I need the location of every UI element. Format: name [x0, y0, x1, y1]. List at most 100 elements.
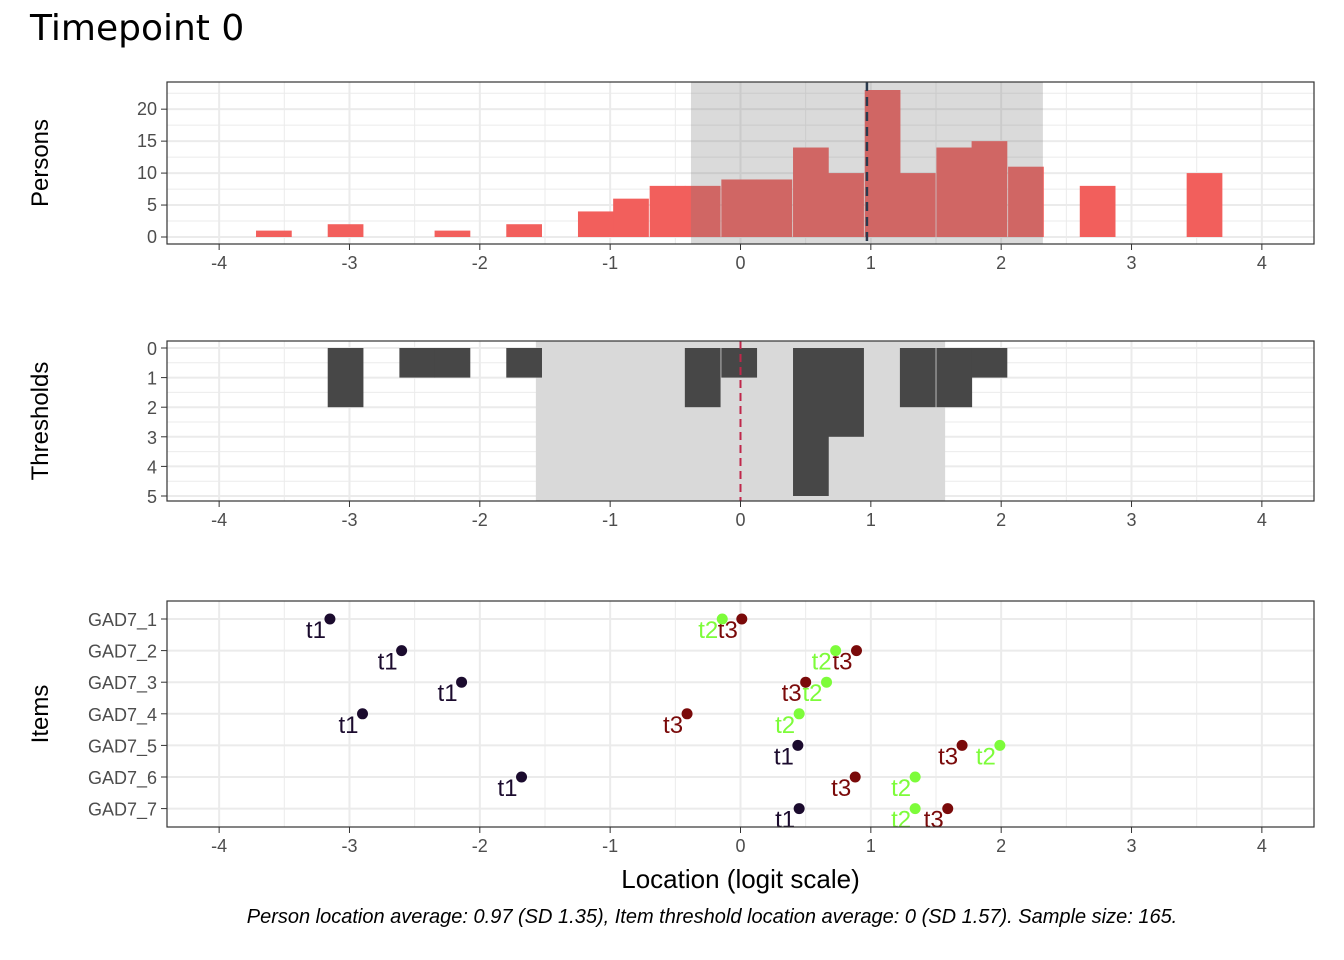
persons-x-tick-label: 3	[1127, 253, 1137, 273]
items-x-tick-label: 0	[735, 836, 745, 856]
threshold-point-label: t3	[782, 680, 802, 707]
items-x-tick-label: -1	[602, 836, 618, 856]
threshold-point-label: t1	[378, 649, 398, 676]
threshold-point	[830, 645, 842, 657]
threshold-point-label: t3	[938, 743, 958, 770]
persons-y-tick-label: 0	[147, 227, 157, 247]
person-bar	[649, 185, 686, 237]
items-y-axis-label: Items	[27, 685, 54, 744]
threshold-point-label: t1	[498, 775, 518, 802]
person-bar	[864, 90, 901, 237]
x-axis-label: Location (logit scale)	[621, 864, 859, 894]
thresholds-x-tick-label: 3	[1127, 510, 1137, 530]
thresholds-y-tick-label: 0	[147, 339, 157, 359]
person-bar	[256, 230, 292, 237]
persons-x-tick-label: 2	[996, 253, 1006, 273]
thresholds-x-tick-label: -4	[211, 510, 227, 530]
threshold-point-label: t1	[438, 680, 458, 707]
thresholds-x-tick-label: 0	[735, 510, 745, 530]
threshold-point-label: t2	[976, 743, 996, 770]
threshold-point	[793, 803, 805, 815]
threshold-point-label: t3	[663, 712, 683, 739]
threshold-point	[793, 708, 805, 720]
thresholds-y-axis-label: Thresholds	[27, 362, 54, 481]
thresholds-x-tick-label: 1	[866, 510, 876, 530]
threshold-point-label: t3	[924, 807, 944, 834]
person-bar	[793, 147, 829, 237]
persons-x-tick-label: 4	[1257, 253, 1267, 273]
persons-y-axis-label: Persons	[27, 119, 54, 207]
threshold-point	[821, 676, 833, 688]
persons-x-tick-label: -3	[341, 253, 357, 273]
person-bar	[721, 179, 758, 237]
threshold-bar	[793, 348, 829, 496]
persons-x-tick-label: -2	[472, 253, 488, 273]
threshold-point	[800, 676, 812, 688]
person-bar	[899, 173, 936, 237]
threshold-point-label: t1	[338, 712, 358, 739]
chart-caption: Person location average: 0.97 (SD 1.35),…	[246, 906, 1178, 928]
thresholds-x-tick-label: 4	[1257, 510, 1267, 530]
person-bar	[756, 179, 793, 237]
thresholds-y-tick-label: 3	[147, 428, 157, 448]
threshold-point	[681, 708, 693, 720]
items-x-tick-label: 2	[996, 836, 1006, 856]
threshold-bar	[828, 348, 864, 437]
threshold-point	[849, 771, 861, 783]
item-label: GAD7_6	[88, 768, 157, 789]
threshold-point	[792, 739, 804, 751]
threshold-point	[994, 739, 1006, 751]
threshold-point-label: t2	[891, 775, 911, 802]
item-label: GAD7_7	[88, 800, 157, 821]
persons-y-tick-label: 15	[137, 131, 157, 151]
threshold-bar	[327, 348, 364, 408]
item-label: GAD7_2	[88, 642, 157, 663]
threshold-point	[357, 708, 369, 720]
threshold-point	[909, 771, 921, 783]
threshold-point	[736, 613, 748, 625]
persons-x-tick-label: -1	[602, 253, 618, 273]
person-bar	[1186, 173, 1223, 237]
threshold-bar	[899, 348, 936, 408]
threshold-bar	[971, 348, 1008, 378]
person-bar	[828, 173, 864, 237]
items-x-tick-label: 1	[866, 836, 876, 856]
items-x-tick-label: -2	[472, 836, 488, 856]
persons-y-tick-label: 5	[147, 195, 157, 215]
threshold-point	[456, 676, 468, 688]
person-bar	[684, 185, 721, 237]
item-label: GAD7_3	[88, 673, 157, 694]
persons-y-tick-label: 20	[137, 99, 157, 119]
thresholds-x-tick-label: -1	[602, 510, 618, 530]
item-label: GAD7_1	[88, 610, 157, 631]
threshold-bar	[506, 348, 542, 378]
persons-x-tick-label: 0	[735, 253, 745, 273]
persons-x-tick-label: 1	[866, 253, 876, 273]
person-bar	[327, 224, 364, 237]
threshold-point	[909, 803, 921, 815]
thresholds-y-tick-label: 4	[147, 457, 157, 477]
chart-title: Timepoint 0	[30, 8, 245, 49]
thresholds-y-tick-label: 1	[147, 369, 157, 389]
threshold-point-label: t2	[698, 617, 718, 644]
threshold-point-label: t3	[831, 775, 851, 802]
thresholds-x-tick-label: -3	[341, 510, 357, 530]
thresholds-x-tick-label: -2	[472, 510, 488, 530]
items-x-tick-label: 3	[1127, 836, 1137, 856]
persons-x-tick-label: -4	[211, 253, 227, 273]
person-bar	[506, 224, 542, 237]
person-bar	[1079, 185, 1116, 237]
threshold-point-label: t1	[306, 617, 326, 644]
person-bar	[1008, 166, 1044, 237]
threshold-bar	[684, 348, 721, 408]
items-x-tick-label: 4	[1257, 836, 1267, 856]
item-label: GAD7_5	[88, 736, 157, 757]
threshold-point	[851, 645, 863, 657]
item-label: GAD7_4	[88, 705, 157, 726]
threshold-point-label: t2	[812, 649, 832, 676]
person-bar	[936, 147, 973, 237]
thresholds-y-tick-label: 2	[147, 398, 157, 418]
threshold-point	[324, 613, 336, 625]
threshold-point	[396, 645, 408, 657]
